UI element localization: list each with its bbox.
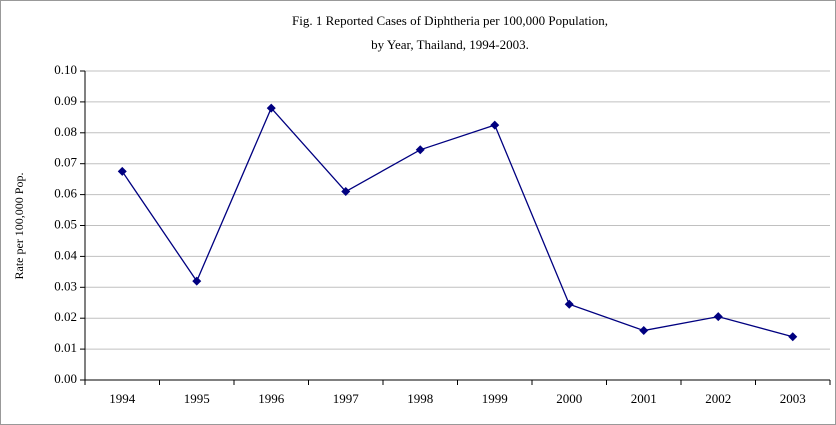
x-tick-label: 2002 <box>705 391 731 406</box>
y-tick-label: 0.05 <box>54 216 77 231</box>
y-tick-label: 0.06 <box>54 186 77 201</box>
chart-title: Fig. 1 Reported Cases of Diphtheria per … <box>292 13 608 28</box>
x-tick-label: 1994 <box>109 391 136 406</box>
data-point <box>490 120 500 130</box>
data-point <box>117 166 127 176</box>
x-tick-label: 2000 <box>556 391 582 406</box>
data-point <box>266 103 276 113</box>
x-tick-label: 2001 <box>631 391 657 406</box>
y-tick-label: 0.00 <box>54 371 77 386</box>
data-point <box>564 299 574 309</box>
x-tick-label: 1997 <box>333 391 360 406</box>
data-point <box>788 332 798 342</box>
y-tick-label: 0.03 <box>54 278 77 293</box>
y-tick-label: 0.01 <box>54 340 77 355</box>
data-point <box>415 145 425 155</box>
chart-subtitle: by Year, Thailand, 1994-2003. <box>371 37 529 52</box>
x-tick-label: 2003 <box>780 391 806 406</box>
y-tick-label: 0.02 <box>54 309 77 324</box>
x-tick-label: 1996 <box>258 391 285 406</box>
y-tick-label: 0.07 <box>54 155 77 170</box>
data-point <box>713 312 723 322</box>
y-tick-label: 0.09 <box>54 93 77 108</box>
y-tick-label: 0.04 <box>54 247 77 262</box>
y-tick-label: 0.08 <box>54 124 77 139</box>
y-tick-label: 0.10 <box>54 62 77 77</box>
data-point <box>341 187 351 197</box>
series-line <box>121 106 793 338</box>
x-tick-label: 1995 <box>184 391 210 406</box>
y-axis-label: Rate per 100,000 Pop. <box>12 173 26 280</box>
x-tick-label: 1999 <box>482 391 508 406</box>
data-point <box>639 326 649 336</box>
data-point <box>192 276 202 286</box>
x-tick-label: 1998 <box>407 391 433 406</box>
